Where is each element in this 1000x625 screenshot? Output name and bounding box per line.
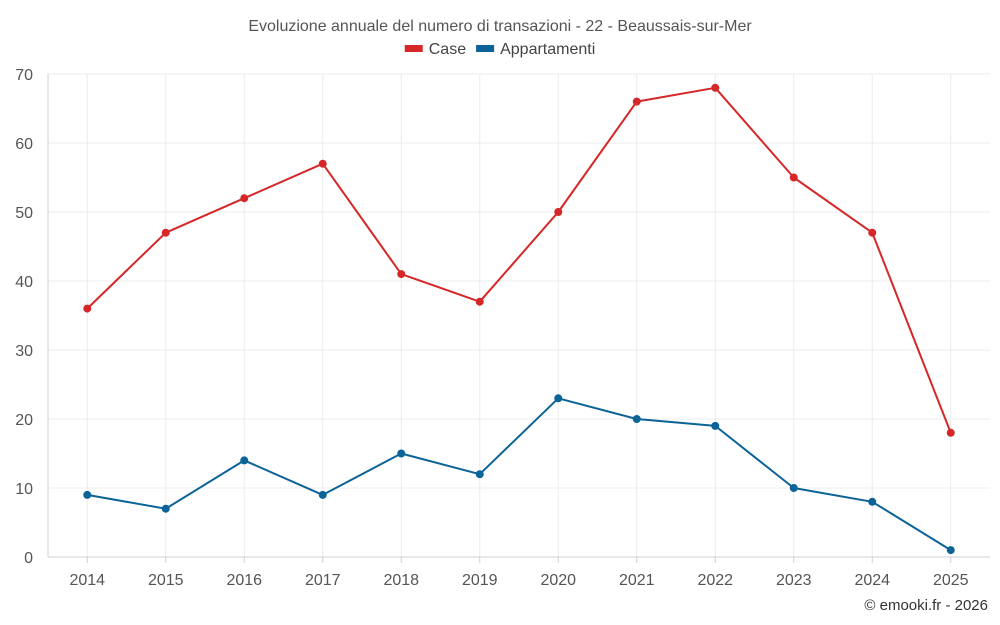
legend-item-appartamenti[interactable]: Appartamenti	[476, 41, 595, 58]
x-tick-label: 2017	[305, 572, 341, 589]
legend-swatch	[404, 45, 423, 52]
x-tick-label: 2024	[854, 572, 890, 589]
y-tick-label: 20	[15, 412, 33, 429]
credit-text: © emooki.fr - 2026	[864, 597, 988, 614]
x-tick-label: 2022	[697, 572, 733, 589]
data-point-appartamenti[interactable]	[946, 546, 955, 555]
y-tick-label: 50	[15, 205, 33, 222]
data-point-case[interactable]	[318, 159, 327, 168]
chart-title: Evoluzione annuale del numero di transaz…	[248, 18, 752, 35]
y-tick-label: 60	[15, 136, 33, 153]
y-tick-label: 30	[15, 343, 33, 360]
data-point-appartamenti[interactable]	[83, 490, 92, 499]
data-point-case[interactable]	[554, 208, 563, 216]
y-tick-label: 0	[24, 550, 33, 567]
data-point-case[interactable]	[868, 228, 877, 237]
x-tick-label: 2018	[383, 572, 419, 589]
y-tick-label: 70	[15, 67, 33, 84]
legend: Case Appartamenti	[404, 41, 595, 58]
data-point-case[interactable]	[397, 270, 406, 279]
x-tick-label: 2021	[619, 572, 655, 589]
data-point-case[interactable]	[83, 304, 92, 313]
data-point-appartamenti[interactable]	[868, 497, 877, 506]
data-point-case[interactable]	[161, 228, 170, 237]
legend-swatch	[476, 45, 495, 52]
data-point-case[interactable]	[632, 97, 641, 106]
data-point-case[interactable]	[711, 83, 720, 92]
data-point-appartamenti[interactable]	[161, 504, 170, 513]
data-point-case[interactable]	[240, 194, 249, 203]
x-tick-label: 2019	[462, 572, 498, 589]
data-point-appartamenti[interactable]	[240, 456, 249, 465]
y-tick-label: 40	[15, 274, 33, 291]
data-point-appartamenti[interactable]	[397, 449, 406, 458]
series-group	[83, 83, 955, 555]
data-point-case[interactable]	[789, 173, 798, 182]
y-axis: 0 10 20 30 40 50 60 70	[15, 67, 49, 567]
series-line-case	[86, 86, 952, 434]
x-tick-label: 2020	[540, 572, 576, 589]
y-tick-label: 10	[15, 481, 33, 498]
x-tick-label: 2025	[933, 572, 969, 589]
data-point-appartamenti[interactable]	[475, 470, 484, 479]
data-point-appartamenti[interactable]	[632, 415, 641, 423]
data-point-case[interactable]	[475, 297, 484, 306]
data-point-appartamenti[interactable]	[789, 484, 798, 492]
gridlines	[48, 73, 990, 557]
data-point-appartamenti[interactable]	[318, 490, 327, 499]
legend-label: Appartamenti	[500, 41, 595, 58]
data-point-case[interactable]	[946, 428, 955, 437]
x-tick-label: 2015	[148, 572, 184, 589]
data-point-appartamenti[interactable]	[711, 421, 720, 430]
x-tick-label: 2023	[776, 572, 812, 589]
data-point-appartamenti[interactable]	[554, 394, 563, 403]
legend-item-case[interactable]: Case	[404, 41, 466, 58]
x-axis: 2014 2015 2016 2017 2018 2019 2020 2021 2022 2023…	[48, 556, 990, 589]
x-tick-label: 2014	[69, 572, 105, 589]
legend-label: Case	[429, 41, 466, 58]
x-tick-label: 2016	[226, 572, 262, 589]
series-line-appartamenti	[87, 397, 952, 551]
